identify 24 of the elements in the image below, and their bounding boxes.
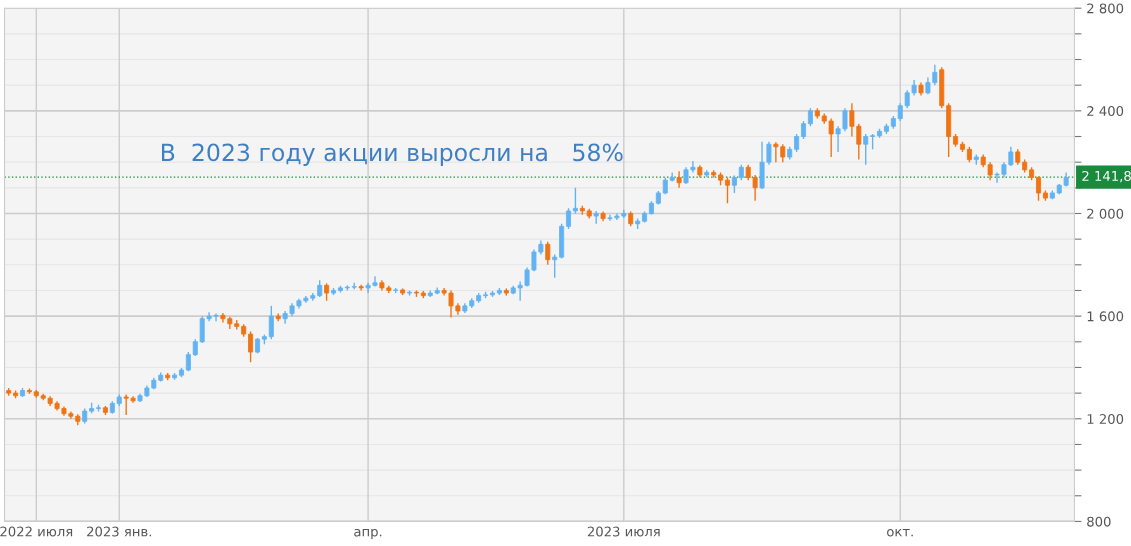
candlestick — [545, 241, 551, 266]
candlestick — [676, 170, 682, 189]
y-tick-label: 800 — [1087, 516, 1111, 527]
candlestick — [724, 176, 730, 204]
x-tick-label: 2023 янв. — [87, 526, 151, 537]
candlestick — [566, 207, 572, 230]
y-tick-label: 1 600 — [1087, 311, 1124, 322]
candlestick — [268, 305, 274, 340]
x-tick-label: апр. — [354, 528, 382, 540]
y-tick-label: 2 000 — [1087, 208, 1124, 219]
y-tick-label: 1 200 — [1087, 414, 1124, 424]
candlestick — [863, 133, 869, 166]
x-tick-label: 2022 июля — [0, 526, 73, 537]
x-tick-label: 2023 июля — [587, 526, 660, 537]
ref-line-label: 2 141,8 — [1082, 170, 1131, 183]
candlestick — [572, 187, 578, 215]
y-tick-label: 2 400 — [1087, 106, 1124, 117]
annotation: В 2023 году акции выросли на 58% — [161, 143, 623, 166]
candlestick — [248, 330, 254, 364]
x-tick-label: окт. — [887, 528, 913, 537]
candlestick — [1036, 175, 1041, 202]
y-tick-label: 2 800 — [1087, 3, 1124, 14]
candlestick — [593, 210, 599, 225]
candlestick — [552, 253, 558, 279]
